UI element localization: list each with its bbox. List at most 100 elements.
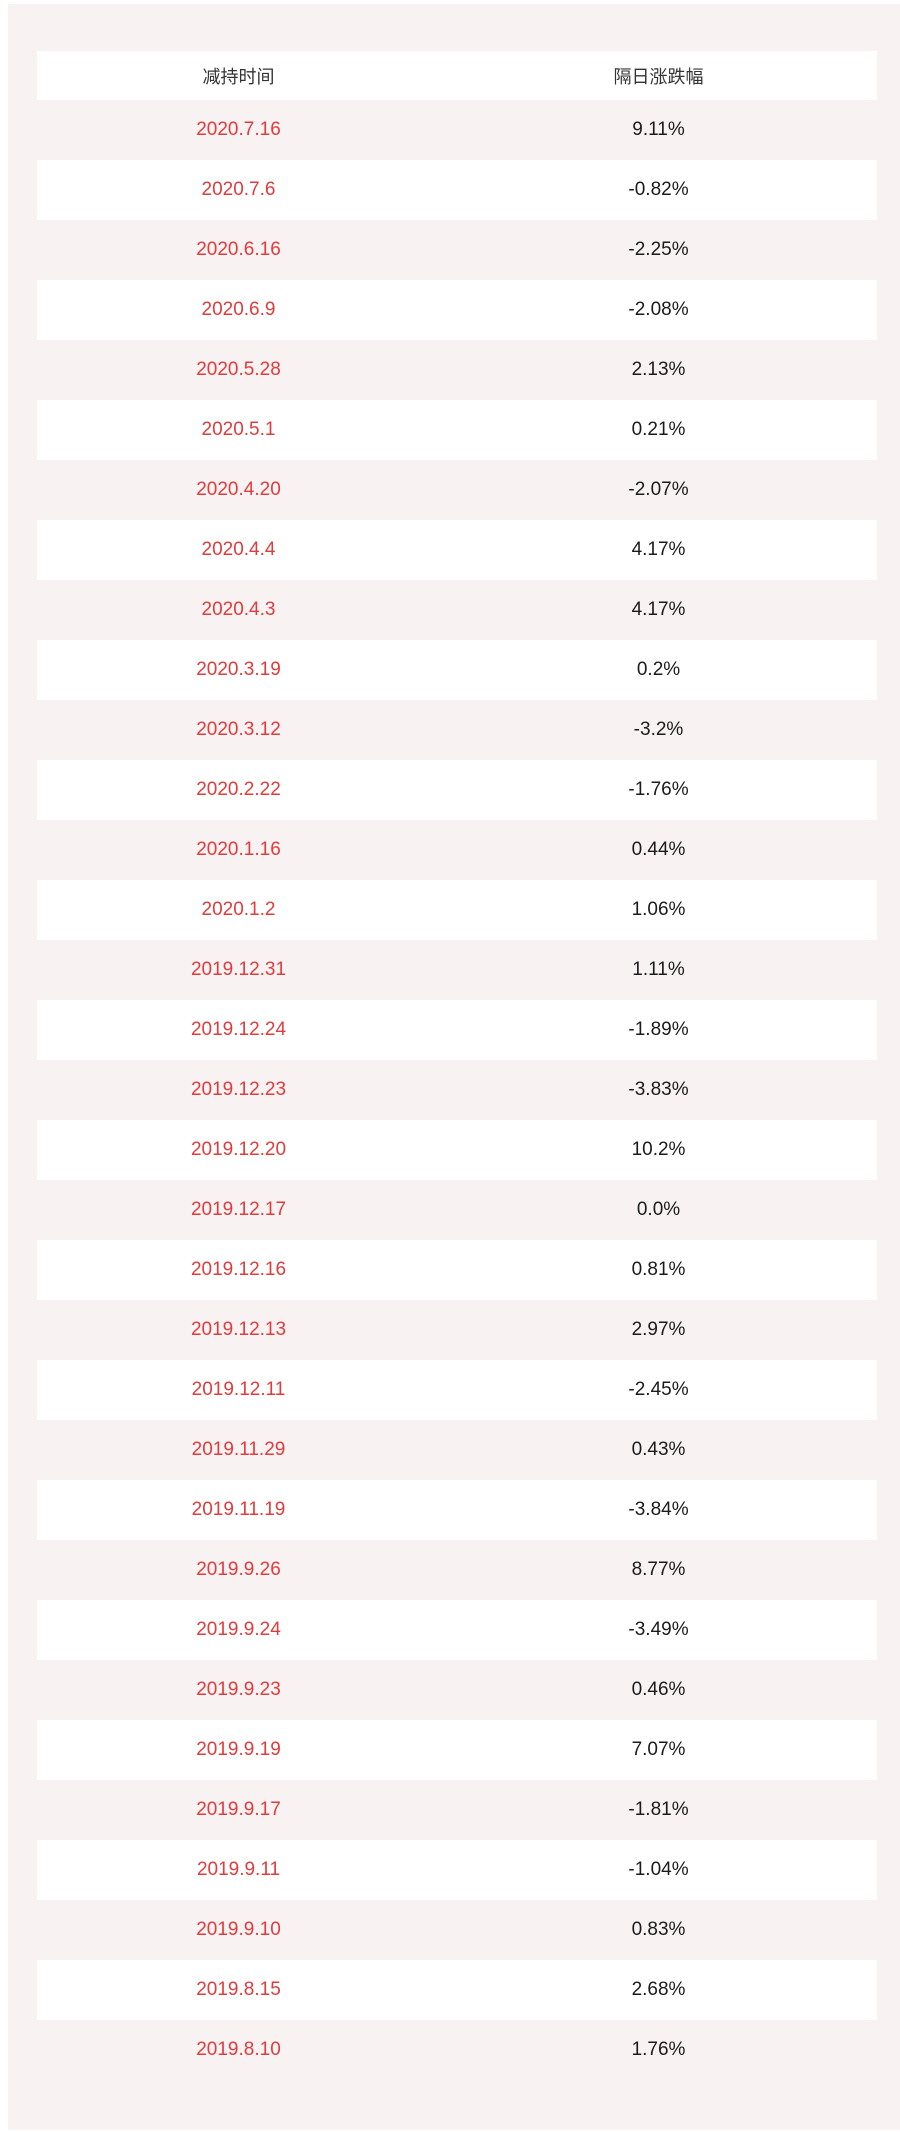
content-panel: 减持时间 隔日涨跌幅 2020.7.16 9.11% 2020.7.6 -0.8… <box>8 4 900 2130</box>
reduction-table: 减持时间 隔日涨跌幅 2020.7.16 9.11% 2020.7.6 -0.8… <box>37 51 877 2080</box>
reduction-date-cell: 2019.8.15 <box>196 1979 281 2000</box>
table-row: 2019.9.19 7.07% <box>37 1720 877 1780</box>
change-percent-cell: 8.77% <box>631 1559 686 1580</box>
change-percent-cell: -1.04% <box>628 1859 689 1880</box>
table-row: 2019.11.19 -3.84% <box>37 1480 877 1540</box>
table-row: 2019.8.10 1.76% <box>37 2020 877 2080</box>
reduction-date-cell: 2020.3.19 <box>196 659 281 680</box>
change-percent-cell: 0.21% <box>631 419 686 440</box>
change-percent-cell: 0.44% <box>631 839 686 860</box>
change-percent-cell: 0.43% <box>631 1439 686 1460</box>
reduction-date-cell: 2019.12.20 <box>190 1139 287 1160</box>
change-percent-cell: 0.2% <box>636 659 681 680</box>
reduction-date-cell: 2020.4.3 <box>201 599 276 620</box>
table-row: 2019.9.17 -1.81% <box>37 1780 877 1840</box>
reduction-date-cell: 2020.2.22 <box>196 779 281 800</box>
table-row: 2019.12.13 2.97% <box>37 1300 877 1360</box>
reduction-date-cell: 2020.4.20 <box>196 479 281 500</box>
table-row: 2019.12.17 0.0% <box>37 1180 877 1240</box>
change-percent-cell: -1.89% <box>628 1019 689 1040</box>
change-percent-cell: 2.13% <box>631 359 686 380</box>
change-percent-cell: 1.76% <box>631 2039 686 2060</box>
table-row: 2019.12.23 -3.83% <box>37 1060 877 1120</box>
change-percent-cell: 1.11% <box>632 959 685 980</box>
reduction-date-cell: 2020.3.12 <box>196 719 281 740</box>
reduction-date-cell: 2019.12.13 <box>190 1319 287 1340</box>
reduction-date-cell: 2019.9.17 <box>196 1799 281 1820</box>
reduction-date-cell: 2020.5.1 <box>201 419 276 440</box>
table-row: 2019.12.16 0.81% <box>37 1240 877 1300</box>
table-row: 2020.6.16 -2.25% <box>37 220 877 280</box>
table-row: 2019.12.24 -1.89% <box>37 1000 877 1060</box>
table-row: 2019.11.29 0.43% <box>37 1420 877 1480</box>
change-percent-cell: -2.45% <box>628 1379 689 1400</box>
reduction-date-cell: 2020.1.2 <box>201 899 276 920</box>
change-percent-cell: -0.82% <box>628 179 689 200</box>
reduction-date-cell: 2019.9.19 <box>196 1739 281 1760</box>
change-percent-cell: 0.0% <box>636 1199 681 1220</box>
change-percent-cell: 2.68% <box>631 1979 686 2000</box>
reduction-date-cell: 2019.11.19 <box>191 1499 286 1520</box>
table-row: 2020.3.12 -3.2% <box>37 700 877 760</box>
reduction-date-cell: 2020.7.16 <box>196 119 281 140</box>
table-row: 2020.1.16 0.44% <box>37 820 877 880</box>
table-row: 2019.9.26 8.77% <box>37 1540 877 1600</box>
reduction-date-cell: 2020.5.28 <box>196 359 281 380</box>
reduction-date-cell: 2019.8.10 <box>196 2039 281 2060</box>
reduction-date-cell: 2020.1.16 <box>196 839 281 860</box>
table-body: 2020.7.16 9.11% 2020.7.6 -0.82% 2020.6.1… <box>37 100 877 2080</box>
change-percent-cell: 0.83% <box>631 1919 686 1940</box>
reduction-date-cell: 2019.12.16 <box>190 1259 287 1280</box>
change-percent-cell: -3.83% <box>628 1079 689 1100</box>
change-percent-cell: -2.07% <box>628 479 689 500</box>
change-percent-cell: 1.06% <box>631 899 686 920</box>
change-percent-cell: 9.11% <box>632 119 685 140</box>
table-row: 2019.12.20 10.2% <box>37 1120 877 1180</box>
column-header-next-day-change: 隔日涨跌幅 <box>613 66 704 87</box>
change-percent-cell: 0.46% <box>631 1679 686 1700</box>
change-percent-cell: 4.17% <box>631 599 686 620</box>
table-header-row: 减持时间 隔日涨跌幅 <box>37 51 877 100</box>
reduction-date-cell: 2020.6.16 <box>196 239 281 260</box>
table-row: 2019.9.23 0.46% <box>37 1660 877 1720</box>
reduction-date-cell: 2019.9.26 <box>196 1559 281 1580</box>
table-row: 2020.7.6 -0.82% <box>37 160 877 220</box>
reduction-date-cell: 2019.12.17 <box>190 1199 287 1220</box>
table-row: 2020.1.2 1.06% <box>37 880 877 940</box>
table-row: 2019.9.10 0.83% <box>37 1900 877 1960</box>
change-percent-cell: 10.2% <box>631 1139 686 1160</box>
reduction-date-cell: 2020.7.6 <box>201 179 276 200</box>
change-percent-cell: 7.07% <box>631 1739 686 1760</box>
reduction-date-cell: 2019.9.24 <box>196 1619 281 1640</box>
reduction-date-cell: 2019.12.11 <box>191 1379 286 1400</box>
reduction-date-cell: 2019.9.11 <box>196 1859 281 1880</box>
table-row: 2020.3.19 0.2% <box>37 640 877 700</box>
table-row: 2020.4.20 -2.07% <box>37 460 877 520</box>
reduction-date-cell: 2019.12.23 <box>190 1079 287 1100</box>
table-row: 2019.9.24 -3.49% <box>37 1600 877 1660</box>
change-percent-cell: -2.08% <box>628 299 689 320</box>
change-percent-cell: 0.81% <box>631 1259 686 1280</box>
reduction-date-cell: 2019.12.24 <box>190 1019 287 1040</box>
change-percent-cell: -1.81% <box>628 1799 689 1820</box>
table-row: 2020.7.16 9.11% <box>37 100 877 160</box>
table-row: 2020.6.9 -2.08% <box>37 280 877 340</box>
change-percent-cell: -3.2% <box>633 719 684 740</box>
table-row: 2019.12.31 1.11% <box>37 940 877 1000</box>
reduction-date-cell: 2020.6.9 <box>201 299 276 320</box>
table-row: 2020.4.4 4.17% <box>37 520 877 580</box>
reduction-date-cell: 2019.11.29 <box>191 1439 286 1460</box>
table-row: 2019.12.11 -2.45% <box>37 1360 877 1420</box>
reduction-date-cell: 2019.12.31 <box>190 959 287 980</box>
column-header-reduction-time: 减持时间 <box>202 66 275 87</box>
change-percent-cell: 4.17% <box>631 539 686 560</box>
change-percent-cell: -1.76% <box>628 779 689 800</box>
table-row: 2020.5.1 0.21% <box>37 400 877 460</box>
reduction-date-cell: 2020.4.4 <box>201 539 276 560</box>
reduction-date-cell: 2019.9.10 <box>196 1919 281 1940</box>
change-percent-cell: -3.49% <box>628 1619 689 1640</box>
table-row: 2019.8.15 2.68% <box>37 1960 877 2020</box>
change-percent-cell: -3.84% <box>628 1499 689 1520</box>
table-row: 2020.2.22 -1.76% <box>37 760 877 820</box>
reduction-date-cell: 2019.9.23 <box>196 1679 281 1700</box>
